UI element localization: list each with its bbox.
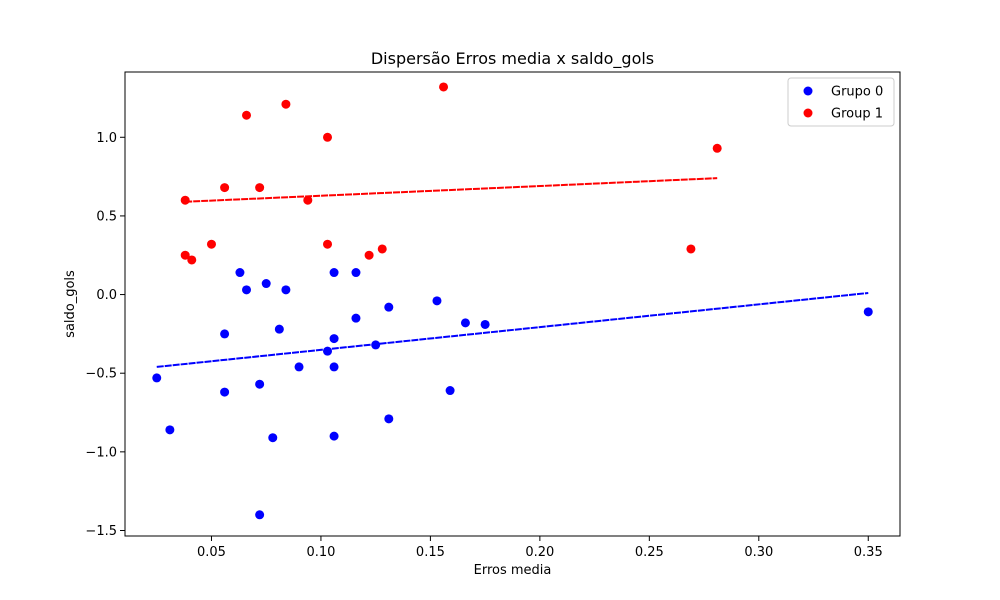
grupo-0-point xyxy=(863,307,873,317)
grupo-0-point xyxy=(351,268,361,278)
x-tick-label: 0.30 xyxy=(744,545,773,560)
group-1-point xyxy=(206,239,216,249)
group-1-point xyxy=(323,239,333,249)
grupo-0-point xyxy=(329,268,339,278)
grupo-0-point xyxy=(329,431,339,441)
grupo-0-point xyxy=(432,296,442,306)
x-tick-label: 0.25 xyxy=(635,545,664,560)
grupo-0-point xyxy=(384,414,394,424)
group-1-point xyxy=(303,195,313,205)
grupo-0-point xyxy=(274,324,284,334)
grupo-0-point xyxy=(329,362,339,372)
x-axis-title: Erros media xyxy=(474,563,552,578)
y-tick-label: 0.5 xyxy=(96,209,117,224)
group-1-point xyxy=(187,255,197,265)
grupo-0-point xyxy=(460,318,470,328)
group-1-point xyxy=(686,244,696,254)
group-1-point xyxy=(242,110,252,120)
grupo-0-point xyxy=(351,313,361,323)
group-1-point xyxy=(364,250,374,260)
group-1-point xyxy=(323,132,333,142)
marks-layer xyxy=(152,82,873,520)
grupo-0-point xyxy=(384,302,394,312)
grupo-0-point xyxy=(235,268,245,278)
x-tick-label: 0.20 xyxy=(525,545,554,560)
legend-marker-grupo-0 xyxy=(803,86,813,96)
x-tick-label: 0.10 xyxy=(306,545,335,560)
grupo-0-point xyxy=(152,373,162,383)
y-tick-label: −0.5 xyxy=(85,367,117,382)
group-1-fit-line xyxy=(185,177,718,203)
grupo-0-point xyxy=(220,329,230,339)
group-1-point xyxy=(220,183,230,193)
group-1-point xyxy=(281,99,291,109)
legend-label-group-1: Group 1 xyxy=(831,107,883,122)
group-1-point xyxy=(377,244,387,254)
y-tick-label: −1.5 xyxy=(85,524,117,539)
x-tick-label: 0.15 xyxy=(416,545,445,560)
plot-area xyxy=(125,72,900,536)
grupo-0-fit-line xyxy=(156,291,869,368)
group-1-point xyxy=(712,143,722,153)
group-1-point xyxy=(180,250,190,260)
grupo-0-point xyxy=(220,387,230,397)
x-tick-label: 0.05 xyxy=(197,545,226,560)
grupo-0-point xyxy=(281,285,291,295)
legend-label-grupo-0: Grupo 0 xyxy=(831,85,883,100)
legend-frame xyxy=(787,77,895,127)
grupo-0-point xyxy=(165,425,175,435)
y-axis-title: saldo_gols xyxy=(63,270,78,338)
group-1-point xyxy=(255,183,265,193)
grupo-0-point xyxy=(480,319,490,329)
y-tick-label: 1.0 xyxy=(96,131,117,146)
y-tick-label: 0.0 xyxy=(96,288,117,303)
x-tick-label: 0.35 xyxy=(854,545,883,560)
group-1-point xyxy=(439,82,449,92)
y-tick-label: −1.0 xyxy=(85,445,117,460)
legend: Grupo 0 Group 1 xyxy=(787,77,895,127)
grupo-0-point xyxy=(445,386,455,396)
grupo-0-point xyxy=(255,379,265,389)
ticks-layer: 0.05 0.10 0.15 0.20 0.25 0.30 0.35 −1.5 −1.0 −0.5… xyxy=(85,131,882,560)
grupo-0-point xyxy=(261,279,271,289)
legend-marker-group-1 xyxy=(803,108,813,118)
plot-frame xyxy=(124,71,901,537)
grupo-0-point xyxy=(242,285,252,295)
grupo-0-point xyxy=(294,362,304,372)
group-1-point xyxy=(180,195,190,205)
chart-title: Dispersão Erros media x saldo_gols xyxy=(371,49,654,69)
grupo-0-point xyxy=(329,334,339,344)
grupo-0-point xyxy=(255,510,265,520)
grupo-0-point xyxy=(268,433,278,443)
